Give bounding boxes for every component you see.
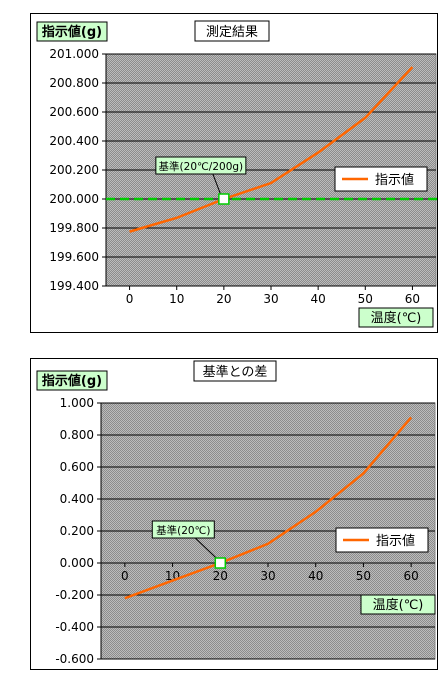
x-tick-label: 0	[121, 569, 129, 583]
y-tick-label: 199.600	[49, 250, 99, 264]
x-axis-label: 温度(℃)	[373, 597, 424, 613]
x-tick-label: 40	[308, 569, 323, 583]
series-line	[124, 416, 413, 600]
y-tick-label: 0.600	[60, 460, 94, 474]
y-axis-label-box	[36, 370, 108, 391]
chart-title: 測定結果	[206, 25, 258, 40]
annotation-label: 基準(20℃)	[156, 524, 210, 537]
x-tick-label: 30	[263, 292, 278, 306]
reference-marker	[214, 557, 227, 569]
y-tick-label: 200.000	[49, 192, 99, 206]
y-tick-label: 200.600	[49, 105, 99, 119]
y-tick-label: 200.200	[49, 163, 99, 177]
annotation-box	[155, 156, 247, 175]
x-tick-label: 60	[404, 569, 419, 583]
y-tick-label: 0.400	[60, 492, 94, 506]
y-axis-label: 指示値(g)	[42, 373, 102, 389]
x-tick-label: 20	[216, 292, 231, 306]
y-tick-label: 0.000	[60, 556, 94, 570]
reference-marker	[218, 193, 230, 205]
annotation-leader	[194, 537, 218, 560]
x-tick-label: 60	[405, 292, 420, 306]
x-tick-label: 30	[260, 569, 275, 583]
chart-panel-measurement: 201.000 200.800 200.600 200.400 200.200 200.0…	[30, 13, 439, 333]
x-tick-label: 50	[358, 292, 373, 306]
y-axis-label-box	[36, 21, 108, 42]
x-tick-label: 20	[213, 569, 228, 583]
y-tick-label: -0.600	[55, 652, 94, 666]
legend-label: 指示値	[376, 533, 415, 549]
y-tick-label: 200.800	[49, 76, 99, 90]
chart-title-box	[193, 360, 277, 382]
x-axis-label-box	[360, 594, 436, 615]
x-tick-label: 40	[311, 292, 326, 306]
x-tick-label: 50	[356, 569, 371, 583]
y-tick-label: -0.400	[55, 620, 94, 634]
x-tick-label: 0	[126, 292, 134, 306]
y-tick-label: 0.200	[60, 524, 94, 538]
annotation-label: 基準(20℃/200g)	[159, 160, 244, 173]
y-tick-label: 199.400	[49, 279, 99, 293]
chart-title: 基準との差	[203, 364, 268, 380]
legend-label: 指示値	[375, 172, 414, 188]
x-tick-label: 10	[169, 292, 184, 306]
series-line	[129, 66, 414, 233]
y-tick-label: 201.000	[49, 47, 99, 61]
y-tick-label: 199.800	[49, 221, 99, 235]
y-tick-label: -0.200	[55, 588, 94, 602]
chart-panel-difference: 1.000 0.800 0.600 0.400 0.200 0.000 -0.200 -0.4…	[30, 358, 438, 670]
x-axis-label: 温度(℃)	[371, 310, 422, 326]
chart-title-box	[194, 20, 270, 42]
chart-measurement: 201.000 200.800 200.600 200.400 200.200 200.0…	[36, 20, 439, 328]
chart-difference: 1.000 0.800 0.600 0.400 0.200 0.000 -0.200 -0.4…	[36, 360, 436, 666]
y-tick-label: 1.000	[60, 396, 94, 410]
annotation-box	[151, 520, 215, 539]
y-tick-label: 0.800	[60, 428, 94, 442]
annotation-leader	[212, 173, 222, 196]
x-axis-label-box	[358, 307, 434, 328]
y-tick-label: 200.400	[49, 134, 99, 148]
y-axis-label: 指示値(g)	[42, 24, 102, 40]
